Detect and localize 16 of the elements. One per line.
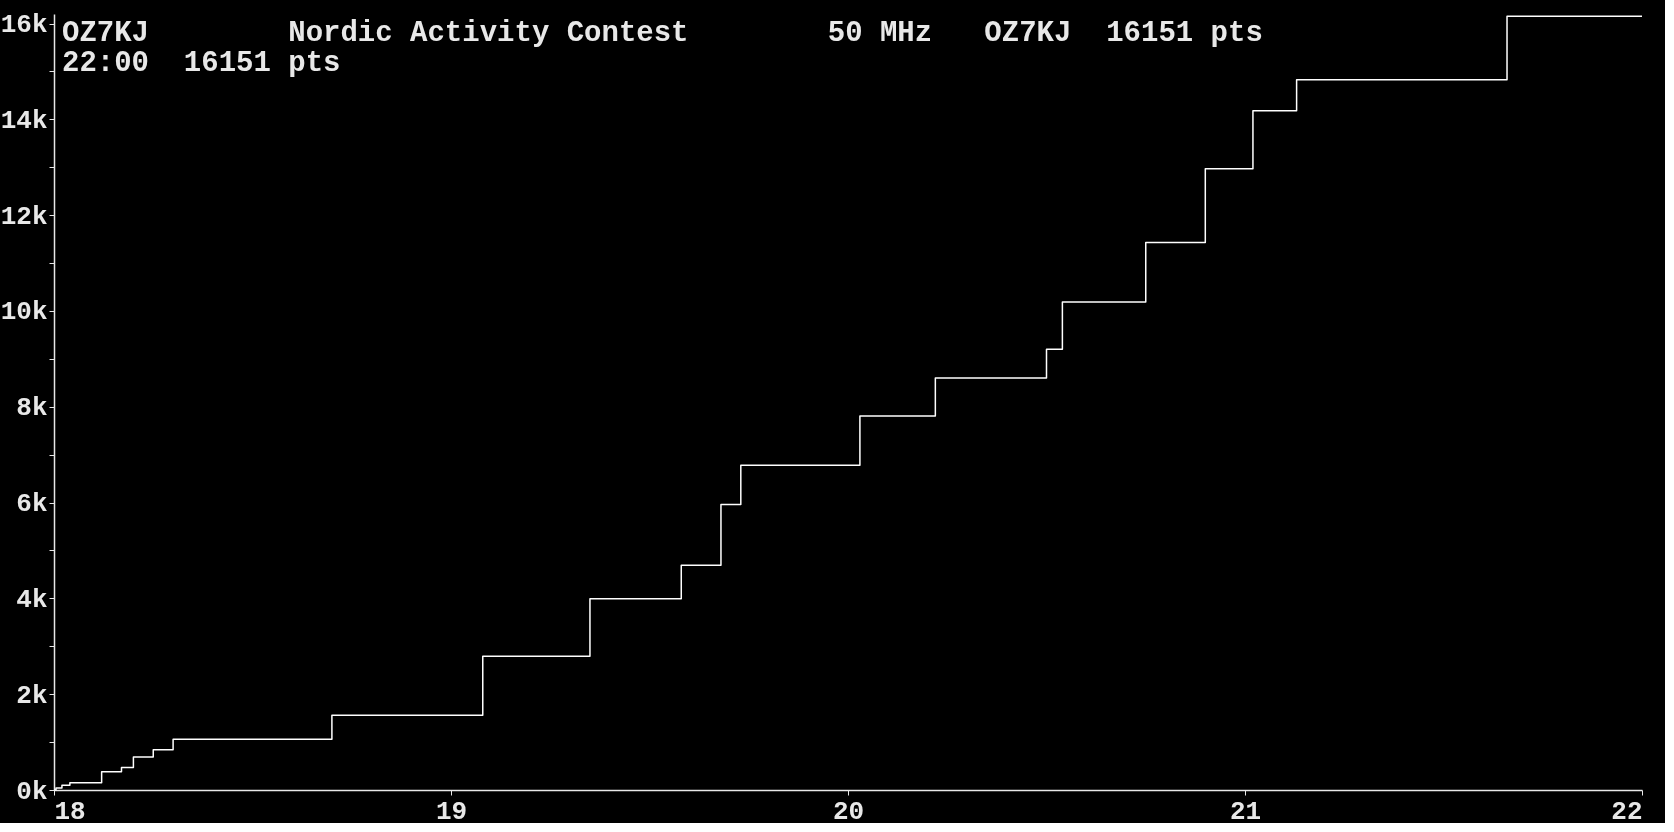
x-tick-label: 22 bbox=[1611, 796, 1643, 827]
x-tick-label: 20 bbox=[832, 796, 865, 827]
x-tick-label: 21 bbox=[1229, 796, 1262, 827]
y-tick-label: 10k bbox=[0, 297, 48, 328]
text: 22:00 16151 pts bbox=[62, 47, 341, 80]
y-tick-label: 6k bbox=[16, 489, 48, 520]
y-tick-label: 0k bbox=[16, 776, 48, 807]
x-tick-label: 18 bbox=[54, 796, 86, 827]
chart-title: OZ7KJ Nordic Activity Contest 50 MHz OZ7KJ 16151 pts bbox=[62, 17, 1263, 50]
y-tick-label: 16k bbox=[0, 10, 48, 41]
y-tick-label: 12k bbox=[0, 201, 48, 232]
y-tick-label: 2k bbox=[16, 680, 48, 711]
y-tick-label: 8k bbox=[16, 393, 48, 424]
x-tick-label: 19 bbox=[435, 796, 468, 827]
y-tick-label: 14k bbox=[0, 105, 48, 136]
y-tick-label: 4k bbox=[16, 584, 48, 615]
